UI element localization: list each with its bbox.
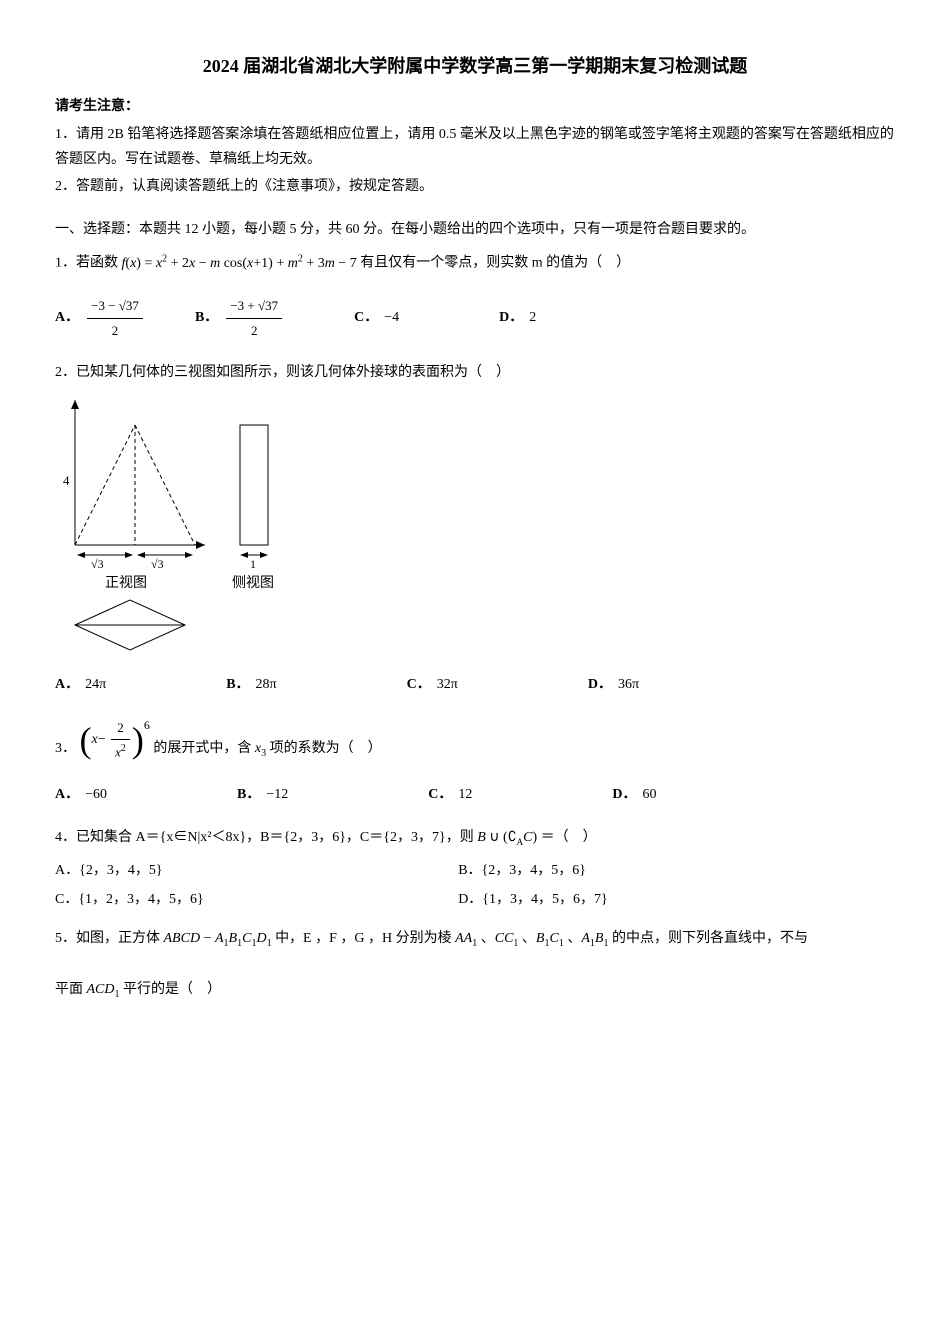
q2-option-b: B． 28π	[226, 672, 276, 697]
label-sqrt3-2: √3	[151, 557, 164, 571]
arrow-right-icon	[196, 541, 205, 549]
q4-prefix: 4．已知集合 A＝{x∈N|x²＜8x}，B＝{2，3，6}，C＝{2，3，7}…	[55, 830, 477, 845]
q5-line2-suffix: 平行的是（ ）	[123, 982, 221, 997]
q1-prefix: 1．若函数	[55, 256, 122, 271]
notice-line-1: 1．请用 2B 铅笔将选择题答案涂填在答题纸相应位置上，请用 0.5 毫米及以上…	[55, 122, 895, 172]
q1-optB-label: B．	[195, 305, 218, 330]
q2-optA-val: 24π	[85, 672, 106, 697]
q3-exp: 6	[144, 715, 150, 737]
q3-option-c: C． 12	[428, 782, 472, 807]
q1-optA-num: −3 − √37	[87, 294, 143, 318]
q2-optB-val: 28π	[256, 672, 277, 697]
q1-optA-den: 2	[87, 319, 143, 342]
front-view-label: 正视图	[105, 575, 147, 591]
arrow-left-icon	[137, 552, 145, 558]
q1-option-b: B． −3 + √37 2	[195, 294, 284, 342]
question-1: 1．若函数 f(x) = x2 + 2x − m cos(x+1) + m2 +…	[55, 250, 895, 342]
q5-edges: AA1 、CC1 、B1C1 、A1B1	[455, 931, 608, 946]
q3-inner-den: x2	[111, 740, 130, 764]
q3-option-b: B． −12	[237, 782, 288, 807]
q2-text: 2．已知某几何体的三视图如图所示，则该几何体外接球的表面积为（ ）	[55, 360, 895, 385]
q3-optC-label: C．	[428, 782, 452, 807]
arrow-left-icon	[77, 552, 85, 558]
q3-paren: ( x − 2 x2 ) 6	[80, 716, 150, 764]
q1-optA-frac: −3 − √37 2	[87, 294, 143, 342]
q3-mid: 的展开式中，含	[153, 741, 255, 756]
q5-mid2: 的中点，则下列各直线中，不与	[612, 931, 808, 946]
q2-optC-val: 32π	[437, 672, 458, 697]
q4-option-c: C．{1，2，3，4，5，6}	[55, 887, 458, 912]
q3-inner-num: 2	[111, 716, 130, 740]
q2-figure: 4 √3 √3 正视图 1 侧视图	[55, 395, 895, 664]
q3-prefix: 3．	[55, 741, 76, 756]
q4-option-d: D．{1，3，4，5，6，7}	[458, 887, 861, 912]
q2-optA-label: A．	[55, 672, 79, 697]
side-view-label: 侧视图	[232, 575, 274, 591]
q3-suffix: 项的系数为（ ）	[270, 741, 382, 756]
arrow-up-icon	[71, 400, 79, 409]
q2-option-d: D． 36π	[588, 672, 639, 697]
arrow-right-icon	[185, 552, 193, 558]
q2-optD-val: 36π	[618, 672, 639, 697]
label-1: 1	[250, 557, 256, 571]
q4-option-b: B．{2，3，4，5，6}	[458, 858, 861, 883]
q1-option-c: C． −4	[354, 294, 399, 342]
q3-option-a: A． −60	[55, 782, 107, 807]
q4-expr: B ∪ (∁AC)	[477, 830, 537, 845]
question-4: 4．已知集合 A＝{x∈N|x²＜8x}，B＝{2，3，6}，C＝{2，3，7}…	[55, 825, 895, 917]
q5-mid1: 中，E ，F ，G ，H 分别为棱	[275, 931, 455, 946]
notice-line-2: 2．答题前，认真阅读答题纸上的《注意事项》，按规定答题。	[55, 174, 895, 199]
q3-optA-val: −60	[85, 782, 107, 807]
q3-optD-label: D．	[612, 782, 636, 807]
arrow-right-icon	[125, 552, 133, 558]
three-view-svg: 4 √3 √3 正视图 1 侧视图	[55, 395, 305, 655]
q2-optC-label: C．	[407, 672, 431, 697]
q5-line2-prefix: 平面	[55, 982, 87, 997]
q3-optB-label: B．	[237, 782, 260, 807]
question-3: 3． ( x − 2 x2 ) 6 的展开式中，含 x3 项的系数为（ ） A．…	[55, 716, 895, 807]
q3-option-d: D． 60	[612, 782, 656, 807]
q2-option-c: C． 32π	[407, 672, 458, 697]
q3-optA-label: A．	[55, 782, 79, 807]
section1-header: 一、选择题：本题共 12 小题，每小题 5 分，共 60 分。在每小题给出的四个…	[55, 217, 895, 242]
q2-optD-label: D．	[588, 672, 612, 697]
exam-title: 2024 届湖北省湖北大学附属中学数学高三第一学期期末复习检测试题	[55, 50, 895, 82]
question-5: 5．如图，正方体 ABCD − A1B1C1D1 中，E ，F ，G ，H 分别…	[55, 926, 895, 1004]
q3-optD-val: 60	[643, 782, 657, 807]
q1-suffix: 有且仅有一个零点，则实数 m 的值为（ ）	[360, 256, 630, 271]
q5-plane: ACD1	[87, 982, 120, 997]
q1-optA-label: A．	[55, 305, 79, 330]
q1-optC-val: −4	[384, 305, 399, 330]
q1-option-d: D． 2	[499, 294, 536, 342]
label-sqrt3-1: √3	[91, 557, 104, 571]
q1-optB-num: −3 + √37	[226, 294, 282, 318]
q3-xcube: x3	[255, 741, 266, 756]
q5-prefix: 5．如图，正方体	[55, 931, 164, 946]
q1-option-a: A． −3 − √37 2	[55, 294, 145, 342]
arrow-left-icon	[240, 552, 248, 558]
q1-optC-label: C．	[354, 305, 378, 330]
q1-optD-label: D．	[499, 305, 523, 330]
q1-expr: f(x) = x2 + 2x − m cos(x+1) + m2 + 3m − …	[122, 256, 357, 271]
q1-optB-den: 2	[226, 319, 282, 342]
q4-option-a: A．{2，3，4，5}	[55, 858, 458, 883]
q1-optB-frac: −3 + √37 2	[226, 294, 282, 342]
q4-suffix: ＝（ ）	[541, 830, 597, 845]
label-4: 4	[63, 473, 70, 488]
q5-cube: ABCD − A1B1C1D1	[164, 931, 272, 946]
notice-header: 请考生注意：	[55, 94, 895, 119]
arrow-right-icon	[260, 552, 268, 558]
q2-optB-label: B．	[226, 672, 249, 697]
q3-optB-val: −12	[266, 782, 288, 807]
q2-option-a: A． 24π	[55, 672, 106, 697]
question-2: 2．已知某几何体的三视图如图所示，则该几何体外接球的表面积为（ ） 4	[55, 360, 895, 698]
q3-optC-val: 12	[458, 782, 472, 807]
q1-optD-val: 2	[529, 305, 536, 330]
